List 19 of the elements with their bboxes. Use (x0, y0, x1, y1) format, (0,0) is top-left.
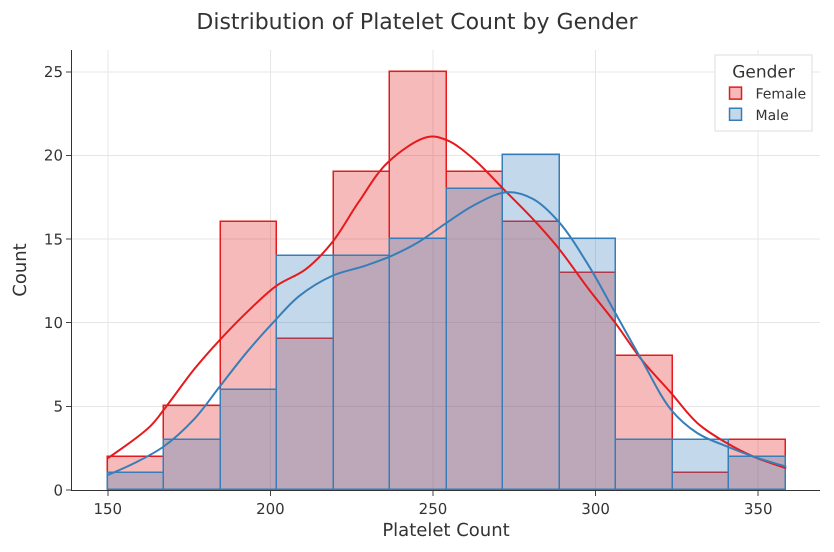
x-tick-label: 200 (256, 500, 285, 518)
x-tick-label: 350 (744, 500, 773, 518)
line-series (106, 136, 788, 470)
legend-title: Gender (732, 62, 795, 82)
y-tick-label: 15 (44, 230, 63, 248)
legend-label: Female (756, 86, 806, 103)
legend-label: Male (756, 108, 789, 124)
x-tick-label: 150 (93, 500, 122, 518)
x-tick-label: 250 (418, 500, 448, 518)
x-axis-title: Platelet Count (382, 520, 510, 542)
y-tick-label: 20 (44, 146, 63, 165)
y-tick-label: 5 (53, 398, 63, 416)
y-tick-label: 25 (44, 63, 63, 81)
chart-title: Distribution of Platelet Count by Gender (196, 10, 639, 36)
line-series (106, 191, 788, 476)
y-axis-title: Count (10, 243, 31, 297)
x-tick-label: 300 (581, 500, 610, 518)
y-tick-label: 10 (44, 314, 63, 332)
y-tick-label: 0 (53, 481, 63, 500)
